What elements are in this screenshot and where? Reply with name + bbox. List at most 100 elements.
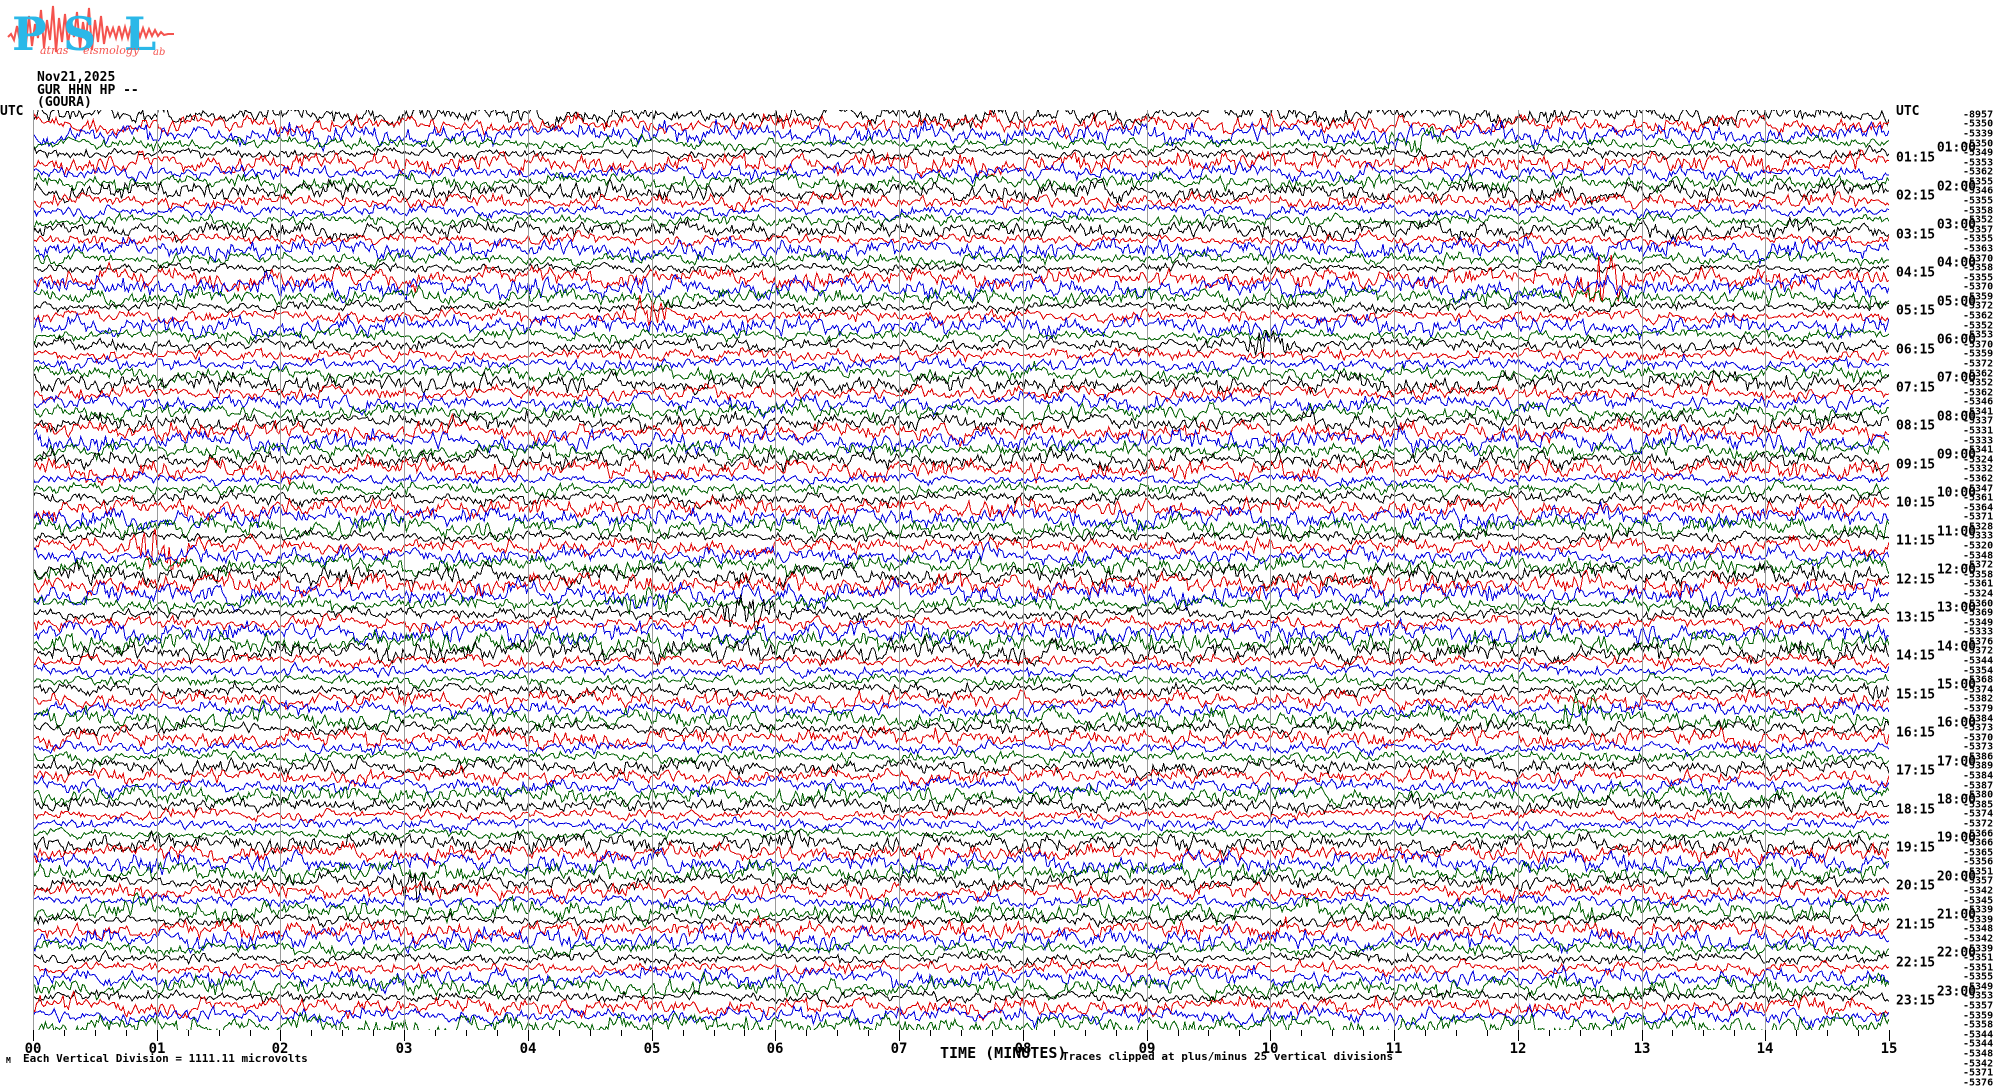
left-hour-label: 14:00 <box>1936 639 1976 655</box>
seismic-trace <box>33 747 1889 768</box>
x-axis-label: 02 <box>271 1041 289 1057</box>
x-tick-major <box>404 1030 405 1041</box>
left-hour-label: 03:00 <box>1936 217 1976 233</box>
trace-offset-label: -5370 <box>1963 253 1994 265</box>
x-axis-label: 06 <box>766 1041 784 1057</box>
left-hour-label: 06:00 <box>1936 332 1976 348</box>
trace-offset-label: -5369 <box>1963 607 1994 619</box>
trace-offset-label: -5324 <box>1963 454 1994 466</box>
seismic-trace <box>33 270 1889 305</box>
trace-offset-label: -5366 <box>1963 828 1994 840</box>
left-hour-label: 08:00 <box>1936 409 1976 425</box>
seismic-trace <box>33 259 1889 276</box>
trace-offset-label: -5354 <box>1963 665 1994 677</box>
seismic-trace <box>33 661 1889 681</box>
trace-offset-label: -5376 <box>1963 1077 1994 1088</box>
seismic-trace <box>33 829 1889 858</box>
seismic-trace <box>33 561 1889 590</box>
left-hour-label: 04:00 <box>1936 255 1976 271</box>
record-header: Nov21,2025 GUR HHN HP -- (GOURA) <box>37 71 139 110</box>
x-tick-minor <box>126 1030 127 1036</box>
left-hour-label: 11:00 <box>1936 524 1976 540</box>
logo-sub-lab: ab <box>153 47 165 58</box>
seismic-trace <box>33 612 1889 647</box>
trace-offset-label: -5372 <box>1963 559 1994 571</box>
seismic-trace <box>33 510 1889 543</box>
trace-offset-label: -5370 <box>1963 732 1994 744</box>
x-tick-minor <box>1734 1030 1735 1036</box>
left-hour-label: 22:00 <box>1936 945 1976 961</box>
trace-offset-label: -5359 <box>1963 1010 1994 1022</box>
x-tick-minor <box>837 1030 838 1036</box>
seismic-trace <box>33 594 1889 633</box>
x-tick-minor <box>250 1030 251 1036</box>
trace-offset-label: -5328 <box>1963 521 1994 533</box>
seismic-trace <box>33 553 1889 581</box>
trace-offset-label: -5352 <box>1963 214 1994 226</box>
seismic-trace <box>33 971 1889 1005</box>
seismic-trace <box>33 576 1889 613</box>
trace-offset-label: -5355 <box>1963 176 1994 188</box>
trace-offset-label: -5350 <box>1963 138 1994 150</box>
seismic-trace <box>33 190 1889 214</box>
trace-offset-label: -5333 <box>1963 530 1994 542</box>
seismic-trace <box>33 764 1889 789</box>
seismic-trace <box>33 149 1889 179</box>
trace-offset-label: -5339 <box>1963 128 1994 140</box>
x-tick-minor <box>683 1030 684 1036</box>
seismic-trace <box>33 949 1889 969</box>
seismic-trace <box>33 284 1889 312</box>
svg-text:L: L <box>124 7 156 60</box>
x-axis-label: 14 <box>1756 1041 1774 1057</box>
x-tick-minor <box>1425 1030 1426 1036</box>
seismic-trace <box>33 479 1889 500</box>
x-axis-label: 10 <box>1261 1041 1279 1057</box>
svg-text:S: S <box>63 7 96 60</box>
trace-offset-label: -5371 <box>1963 1067 1994 1079</box>
seismic-trace <box>33 649 1889 672</box>
trace-offset-label: -5344 <box>1963 655 1994 667</box>
right-hour-label: 10:15 <box>1896 495 1936 511</box>
seismic-trace <box>33 110 1889 133</box>
x-axis-label: 04 <box>519 1041 537 1057</box>
x-tick-minor <box>342 1030 343 1036</box>
trace-offset-label: -5382 <box>1963 693 1994 705</box>
trace-offset-label: -5376 <box>1963 636 1994 648</box>
x-tick-minor <box>1456 1030 1457 1036</box>
seismic-trace <box>33 311 1889 343</box>
seismic-trace <box>33 398 1889 426</box>
trace-offset-label: -5359 <box>1963 348 1994 360</box>
trace-offset-label: -5324 <box>1963 588 1994 600</box>
seismic-trace <box>33 964 1889 995</box>
x-tick-minor <box>1611 1030 1612 1036</box>
seismic-trace <box>33 453 1889 487</box>
seismic-trace <box>33 424 1889 457</box>
trace-offset-label: -5342 <box>1963 1058 1994 1070</box>
trace-offset-label: -5373 <box>1963 741 1994 753</box>
trace-offset-label: -5374 <box>1963 808 1994 820</box>
trace-offset-label: -5372 <box>1963 645 1994 657</box>
right-hour-label: 01:15 <box>1896 150 1936 166</box>
right-hour-label: 12:15 <box>1896 572 1936 588</box>
seismic-trace <box>33 211 1889 230</box>
trace-offset-label: -5379 <box>1963 703 1994 715</box>
trace-offset-label: -5355 <box>1963 195 1994 207</box>
seismic-trace <box>33 118 1889 153</box>
trace-offset-label: -5339 <box>1963 914 1994 926</box>
x-tick-minor <box>1054 1030 1055 1036</box>
x-tick-minor <box>1858 1030 1859 1036</box>
trace-offset-label: -5349 <box>1963 147 1994 159</box>
seismic-trace <box>33 409 1889 435</box>
x-tick-minor <box>1239 1030 1240 1036</box>
x-axis-label: 07 <box>890 1041 908 1057</box>
seismic-trace <box>33 780 1889 809</box>
trace-offset-label: -5380 <box>1963 789 1994 801</box>
x-tick-major <box>1765 1030 1766 1041</box>
trace-offset-label: -5339 <box>1963 943 1994 955</box>
x-axis-label: 01 <box>148 1041 166 1057</box>
right-hour-label: 13:15 <box>1896 610 1936 626</box>
x-tick-minor <box>1116 1030 1117 1036</box>
left-hour-label: 02:00 <box>1936 179 1976 195</box>
seismic-trace <box>33 990 1889 1022</box>
